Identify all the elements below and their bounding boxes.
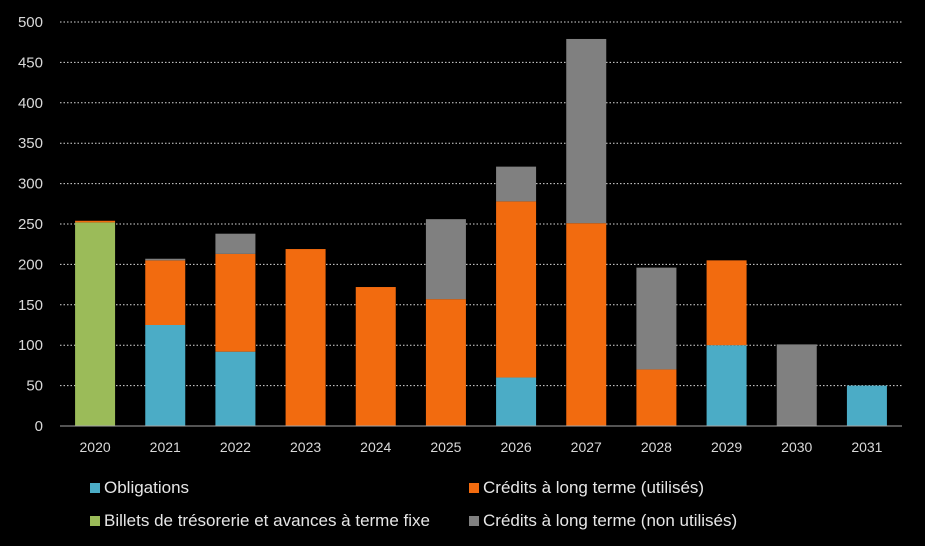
bar-segment [496, 377, 537, 426]
legend: Obligations Crédits à long terme (utilis… [0, 470, 925, 546]
x-tick-label: 2025 [430, 439, 461, 455]
legend-label-credits-utilises: Crédits à long terme (utilisés) [483, 478, 705, 497]
x-tick-label: 2023 [290, 439, 321, 455]
bar-segment [636, 267, 677, 370]
bar-segment [496, 166, 537, 202]
stacked-bar-chart: 0 50 100 150 200 250 300 350 400 450 500 2020 2021 20… [18, 14, 902, 455]
bar-segment [706, 345, 747, 426]
bar-segment [215, 351, 256, 426]
y-tick-label: 200 [18, 256, 43, 273]
legend-item-credits-utilises: Crédits à long terme (utilisés) [469, 478, 704, 498]
bar-segment [145, 260, 186, 325]
legend-item-credits-non-utilises: Crédits à long terme (non utilisés) [469, 511, 737, 531]
bar-segment [145, 258, 186, 261]
bar-segment [75, 222, 116, 426]
legend-label-obligations: Obligations [104, 478, 190, 497]
bar-segment [706, 260, 747, 346]
y-tick-label: 250 [18, 216, 43, 233]
y-tick-label: 350 [18, 135, 43, 152]
y-tick-label: 450 [18, 54, 43, 71]
x-tick-label: 2021 [150, 439, 181, 455]
y-tick-label: 0 [35, 418, 43, 435]
legend-swatch-credits-utilises [469, 483, 479, 493]
x-tick-label: 2026 [501, 439, 532, 455]
legend-swatch-obligations [90, 483, 100, 493]
y-tick-label: 150 [18, 297, 43, 314]
bar-segment [425, 219, 466, 300]
bar-segment [75, 220, 116, 223]
y-tick-label: 100 [18, 337, 43, 354]
bar-segment [776, 344, 817, 426]
bar-segment [215, 253, 256, 352]
bar-segment [425, 299, 466, 426]
bar-segment [636, 369, 677, 426]
legend-swatch-billets [90, 516, 100, 526]
x-tick-label: 2030 [781, 439, 812, 455]
bar-segment [566, 38, 607, 224]
bar-segment [496, 201, 537, 378]
x-tick-label: 2028 [641, 439, 672, 455]
y-tick-label: 50 [26, 378, 43, 395]
bar-segment [846, 385, 887, 426]
bar-segment [355, 287, 396, 426]
legend-item-obligations: Obligations [90, 478, 189, 498]
bar-segment [285, 249, 326, 426]
x-tick-label: 2029 [711, 439, 742, 455]
x-tick-label: 2020 [80, 439, 111, 455]
x-tick-label: 2027 [571, 439, 602, 455]
y-tick-label: 300 [18, 176, 43, 193]
x-tick-label: 2022 [220, 439, 251, 455]
bar-segment [215, 233, 256, 254]
bar-segment [145, 325, 186, 426]
y-tick-label: 500 [18, 14, 43, 31]
y-tick-label: 400 [18, 95, 43, 112]
x-tick-label: 2031 [851, 439, 882, 455]
legend-swatch-credits-non-utilises [469, 516, 479, 526]
legend-label-billets: Billets de trésorerie et avances à terme… [104, 511, 430, 530]
legend-item-billets: Billets de trésorerie et avances à terme… [90, 511, 430, 531]
x-tick-label: 2024 [360, 439, 391, 455]
bar-segment [566, 223, 607, 426]
legend-label-credits-non-utilises: Crédits à long terme (non utilisés) [483, 511, 738, 530]
